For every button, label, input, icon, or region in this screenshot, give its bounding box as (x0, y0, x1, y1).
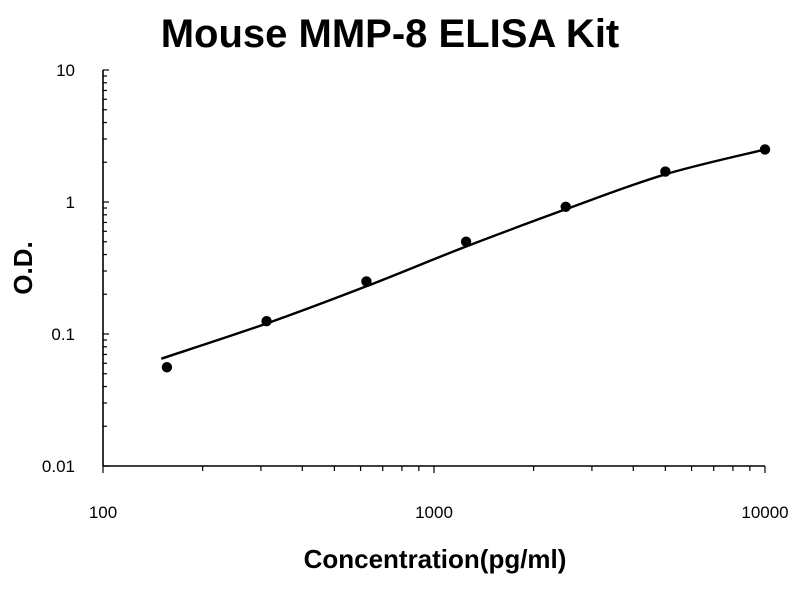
x-tick-label: 1000 (415, 503, 453, 522)
y-tick-label: 0.1 (51, 325, 75, 344)
y-tick-label: 0.01 (42, 457, 75, 476)
chart-title: Mouse MMP-8 ELISA Kit (161, 12, 620, 56)
data-point (660, 166, 671, 177)
y-tick-label: 10 (56, 61, 75, 80)
data-point (759, 144, 771, 155)
data-points-layer (161, 144, 771, 373)
y-tick-label: 1 (66, 193, 75, 212)
y-axis-label: O.D. (8, 241, 38, 294)
data-point (460, 236, 472, 247)
x-axis-label: Concentration(pg/ml) (304, 544, 567, 574)
data-point (261, 316, 272, 327)
x-tick-label: 100 (89, 503, 117, 522)
fit-curve (160, 148, 766, 360)
data-point (161, 362, 173, 373)
data-point (560, 201, 571, 212)
axes: 10 1 0.1 0.01 100 1000 10000 (42, 61, 789, 522)
x-tick-label: 10000 (741, 503, 788, 522)
data-point (361, 276, 372, 287)
fit-curve-layer (160, 148, 766, 360)
